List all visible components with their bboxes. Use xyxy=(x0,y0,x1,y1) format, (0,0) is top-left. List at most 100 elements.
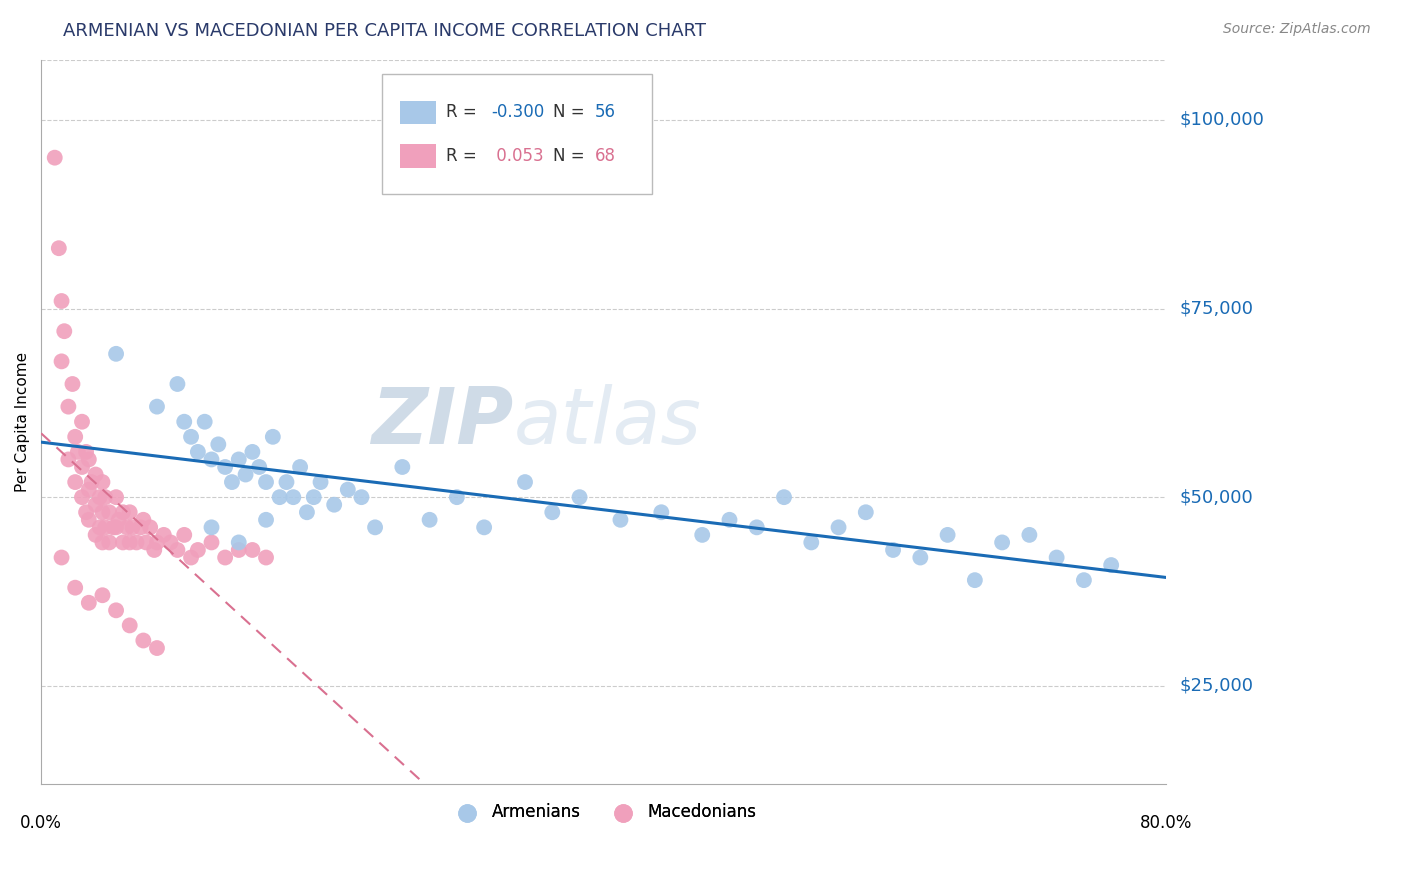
Point xyxy=(207,437,229,451)
Point xyxy=(173,528,195,542)
Point xyxy=(146,400,169,414)
Point xyxy=(288,460,311,475)
Point xyxy=(336,483,359,497)
Point xyxy=(89,490,111,504)
Point xyxy=(323,498,346,512)
Point xyxy=(143,543,166,558)
Point xyxy=(84,498,107,512)
Point xyxy=(200,452,222,467)
Point xyxy=(77,513,100,527)
Point xyxy=(91,475,114,489)
Text: ARMENIAN VS MACEDONIAN PER CAPITA INCOME CORRELATION CHART: ARMENIAN VS MACEDONIAN PER CAPITA INCOME… xyxy=(63,22,706,40)
Point xyxy=(991,535,1014,549)
Legend: Armenians, Macedonians: Armenians, Macedonians xyxy=(443,797,763,828)
Point xyxy=(63,430,86,444)
Text: 56: 56 xyxy=(595,103,616,121)
Point xyxy=(1073,573,1095,587)
Point xyxy=(146,641,169,656)
Point xyxy=(62,376,84,391)
Point xyxy=(98,505,121,519)
Point xyxy=(58,400,80,414)
Point xyxy=(75,505,97,519)
Point xyxy=(51,354,73,368)
Point xyxy=(105,603,128,617)
Text: 0.0%: 0.0% xyxy=(20,814,62,832)
Point xyxy=(70,490,93,504)
Point xyxy=(568,490,591,504)
Point xyxy=(302,490,325,504)
Point xyxy=(63,581,86,595)
Point xyxy=(180,550,202,565)
Text: $75,000: $75,000 xyxy=(1180,300,1254,318)
Point xyxy=(91,588,114,602)
Point xyxy=(70,460,93,475)
Text: N =: N = xyxy=(553,147,589,165)
Point xyxy=(129,520,152,534)
Point xyxy=(80,475,103,489)
Point xyxy=(800,535,823,549)
Point xyxy=(963,573,986,587)
Point xyxy=(89,520,111,534)
Point xyxy=(254,550,277,565)
Point xyxy=(364,520,387,534)
Text: Source: ZipAtlas.com: Source: ZipAtlas.com xyxy=(1223,22,1371,37)
Point xyxy=(94,490,117,504)
Text: $100,000: $100,000 xyxy=(1180,111,1264,129)
Point xyxy=(132,633,155,648)
Point xyxy=(91,505,114,519)
Point xyxy=(221,475,243,489)
Text: ZIP: ZIP xyxy=(371,384,513,459)
Point xyxy=(827,520,849,534)
Point xyxy=(166,376,188,391)
Point xyxy=(103,520,125,534)
Point xyxy=(77,452,100,467)
Point xyxy=(446,490,468,504)
Point xyxy=(262,430,284,444)
FancyBboxPatch shape xyxy=(399,101,436,124)
Point xyxy=(94,520,117,534)
Point xyxy=(108,513,131,527)
Point xyxy=(118,535,141,549)
Point xyxy=(254,475,277,489)
FancyBboxPatch shape xyxy=(382,74,652,194)
Point xyxy=(391,460,413,475)
Point xyxy=(118,505,141,519)
Point xyxy=(1046,550,1069,565)
Point xyxy=(159,535,181,549)
Point xyxy=(247,460,270,475)
Point xyxy=(63,475,86,489)
Point xyxy=(77,483,100,497)
Point xyxy=(200,535,222,549)
Point xyxy=(228,452,250,467)
Point xyxy=(152,528,174,542)
Point xyxy=(513,475,536,489)
Point xyxy=(66,445,89,459)
Point xyxy=(541,505,564,519)
Text: 68: 68 xyxy=(595,147,616,165)
Point xyxy=(228,535,250,549)
Point xyxy=(690,528,713,542)
Point xyxy=(58,452,80,467)
Point xyxy=(111,505,134,519)
Point xyxy=(105,490,128,504)
Point xyxy=(419,513,441,527)
Text: 0.053: 0.053 xyxy=(491,147,544,165)
Point xyxy=(235,467,257,482)
Point xyxy=(180,430,202,444)
Point xyxy=(855,505,877,519)
Point xyxy=(187,445,209,459)
Text: R =: R = xyxy=(446,103,482,121)
Point xyxy=(91,535,114,549)
Point xyxy=(283,490,305,504)
Text: 80.0%: 80.0% xyxy=(1139,814,1192,832)
Point xyxy=(121,520,143,534)
Point xyxy=(194,415,217,429)
Point xyxy=(214,550,236,565)
Point xyxy=(105,347,128,361)
Point xyxy=(70,415,93,429)
FancyBboxPatch shape xyxy=(399,145,436,168)
Point xyxy=(214,460,236,475)
Point xyxy=(269,490,291,504)
Point xyxy=(936,528,959,542)
Point xyxy=(118,618,141,632)
